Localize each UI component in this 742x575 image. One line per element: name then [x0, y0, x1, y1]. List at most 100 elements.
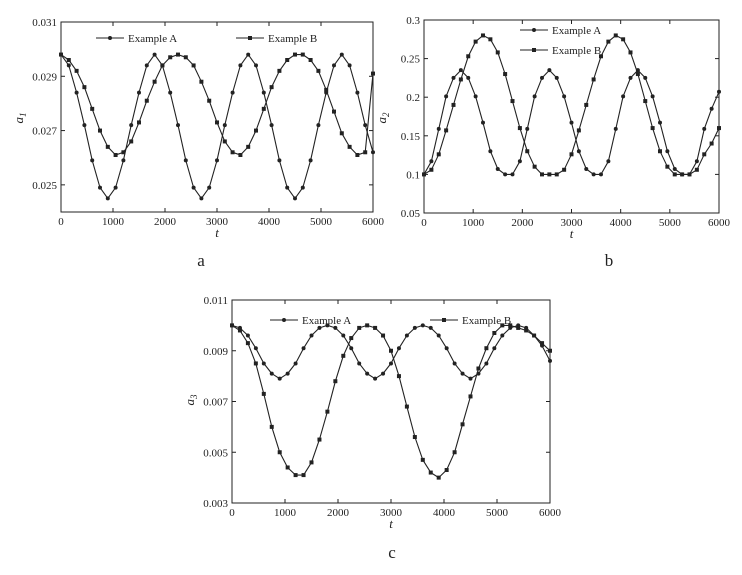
x-tick-label: 0 — [421, 217, 427, 229]
data-point-example-a — [702, 126, 707, 131]
x-tick-label: 1000 — [462, 217, 485, 229]
data-point-example-a — [576, 149, 581, 154]
data-point-example-b — [245, 341, 250, 346]
data-point-example-b — [599, 54, 603, 59]
y-axis-label-base: a — [11, 117, 26, 124]
data-point-example-b — [301, 473, 306, 478]
data-point-example-a — [436, 333, 441, 338]
data-point-example-b — [325, 409, 330, 414]
data-point-example-b — [524, 328, 529, 333]
y-axis-label-base: a — [182, 399, 197, 406]
series-line-example-b — [231, 324, 551, 479]
data-point-example-b — [90, 106, 95, 111]
data-point-example-b — [230, 323, 234, 328]
data-point-example-a — [152, 52, 157, 57]
data-point-example-b — [460, 422, 465, 427]
data-point-example-a — [168, 90, 173, 95]
data-point-example-a — [672, 166, 677, 171]
data-point-example-a — [495, 166, 500, 171]
data-point-example-b — [488, 37, 493, 42]
y-axis-label: a2 — [374, 112, 391, 124]
data-point-example-a — [371, 150, 375, 155]
data-point-example-a — [628, 75, 633, 80]
data-point-example-b — [694, 167, 699, 172]
data-point-example-b — [584, 102, 589, 107]
data-point-example-b — [665, 164, 670, 169]
data-point-example-b — [293, 52, 297, 57]
data-point-example-b — [396, 374, 401, 379]
data-point-example-b — [466, 54, 471, 59]
data-point-example-a — [98, 185, 102, 190]
data-point-example-b — [191, 63, 196, 68]
data-point-example-b — [606, 39, 611, 44]
legend-marker-square — [532, 48, 536, 52]
data-point-example-b — [309, 460, 314, 465]
series-line-example-a — [60, 54, 374, 199]
data-point-example-b — [199, 79, 204, 84]
data-point-example-a — [238, 63, 243, 68]
y-tick-label: 0.031 — [32, 17, 57, 29]
legend-label: Example A — [128, 33, 177, 45]
data-point-example-a — [466, 75, 471, 80]
data-point-example-a — [222, 123, 227, 128]
y-tick-label: 0.025 — [32, 180, 57, 192]
data-point-example-a — [428, 325, 433, 330]
data-point-example-b — [709, 141, 714, 146]
y-tick-label: 0.007 — [203, 397, 228, 409]
data-point-example-b — [525, 149, 530, 154]
data-point-example-b — [261, 106, 266, 111]
x-tick-label: 5000 — [659, 217, 682, 229]
legend-label: Example B — [268, 33, 317, 45]
x-axis-label: t — [389, 516, 393, 531]
data-point-example-b — [444, 128, 449, 133]
data-point-example-a — [293, 361, 298, 366]
data-point-example-a — [381, 371, 386, 376]
data-point-example-a — [554, 75, 559, 80]
data-point-example-b — [436, 475, 441, 480]
data-point-example-b — [269, 424, 274, 429]
chart-panel-a: 0 1000 2000 3000 4000 5000 6000 0.025 0.027 0.029… — [11, 17, 385, 240]
y-tick-label: 0.003 — [203, 498, 228, 510]
data-point-example-b — [503, 72, 508, 77]
data-point-example-b — [160, 63, 165, 68]
data-point-example-b — [680, 172, 685, 177]
data-point-example-b — [420, 457, 425, 462]
legend-marker-square — [248, 36, 252, 40]
data-point-example-b — [554, 172, 559, 177]
data-point-example-b — [635, 72, 640, 77]
data-point-example-b — [113, 153, 118, 157]
data-point-example-a — [613, 126, 618, 131]
y-tick-label: 0.1 — [406, 169, 420, 181]
data-point-example-a — [308, 158, 313, 163]
data-point-example-b — [429, 167, 434, 172]
data-point-example-b — [137, 120, 141, 125]
data-point-example-b — [468, 394, 473, 399]
data-point-example-a — [105, 196, 110, 201]
data-point-example-a — [349, 346, 354, 351]
data-point-example-b — [207, 98, 212, 103]
y-tick-label: 0.05 — [401, 208, 421, 220]
data-point-example-b — [253, 361, 258, 366]
legend-label: Example A — [302, 315, 351, 327]
data-point-example-b — [293, 473, 298, 478]
data-point-example-b — [269, 85, 274, 90]
data-point-example-b — [285, 58, 290, 62]
data-point-example-b — [516, 325, 521, 330]
x-tick-label: 3000 — [380, 507, 403, 519]
plot-frame — [231, 299, 551, 504]
y-tick-label: 0.027 — [32, 126, 57, 138]
data-point-example-a — [246, 52, 251, 57]
data-point-example-a — [261, 90, 266, 95]
data-point-example-a — [492, 346, 497, 351]
y-axis-label-subscript: 2 — [381, 112, 391, 117]
data-point-example-a — [412, 325, 417, 330]
y-axis-label-subscript: 1 — [18, 113, 28, 118]
data-point-example-b — [317, 437, 322, 442]
data-point-example-b — [452, 450, 457, 455]
data-point-example-a — [532, 94, 537, 99]
data-point-example-a — [176, 123, 180, 128]
data-point-example-b — [702, 152, 707, 157]
data-point-example-b — [428, 470, 433, 475]
data-point-example-a — [569, 120, 574, 125]
data-point-example-b — [476, 366, 481, 371]
